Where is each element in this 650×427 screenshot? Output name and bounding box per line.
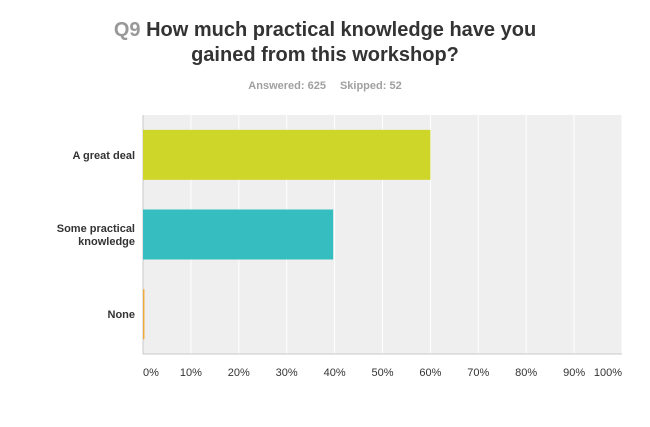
category-label: knowledge [78,236,135,248]
x-tick-label: 40% [324,367,346,379]
category-label: A great deal [72,150,135,162]
x-tick-label: 50% [371,367,393,379]
x-tick-label: 0% [143,367,159,379]
skipped-count: Skipped: 52 [339,80,402,92]
category-label: None [108,309,136,321]
x-tick-label: 30% [276,367,298,379]
x-tick-label: 80% [515,367,537,379]
bar-0 [143,129,431,180]
response-stats: Answered: 625 Skipped: 52 [40,80,610,92]
answered-count: Answered: 625 [248,80,326,92]
question-number: Q9 [113,19,141,41]
question-title: Q9 How much practical knowledge have you… [40,18,610,68]
x-tick-label: 90% [563,367,585,379]
x-tick-label: 10% [180,367,202,379]
x-tick-label: 70% [467,367,489,379]
x-tick-label: 60% [419,367,441,379]
bar-1 [143,209,334,260]
x-tick-label: 20% [228,367,250,379]
bar-2 [143,289,145,340]
category-label: Some practical [57,223,135,235]
question-text-line1: How much practical knowledge have you [146,19,537,41]
x-tick-label: 100% [594,367,622,379]
question-text-line2: gained from this workshop? [191,44,459,66]
